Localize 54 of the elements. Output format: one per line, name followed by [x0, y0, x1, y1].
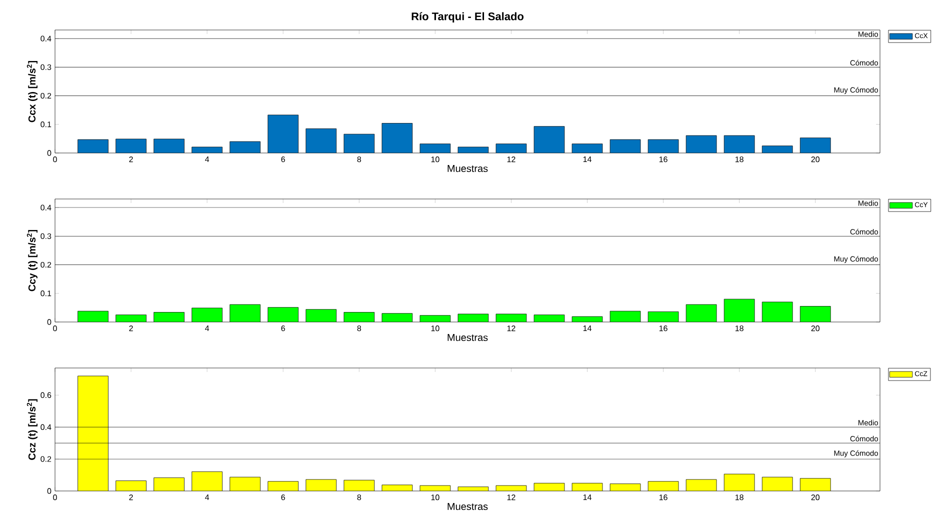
x-tick-label: 20: [811, 326, 820, 332]
y-tick-label: 0.4: [40, 36, 52, 42]
x-tick-label: 10: [431, 494, 440, 500]
x-tick-label: 8: [357, 156, 362, 162]
y-axis-title: Ccx (t) [m/s$^{2}$]: [26, 60, 38, 122]
x-tick-label: 10: [431, 156, 440, 162]
x-tick-label: 18: [735, 326, 744, 332]
x-tick-label: 16: [659, 156, 668, 162]
y-tick-label: 0.1: [40, 122, 52, 128]
x-axis-title: Muestras: [448, 334, 488, 342]
y-tick-label: 0: [47, 488, 52, 494]
x-tick-label: 6: [281, 326, 285, 332]
x-tick-label: 12: [507, 326, 516, 332]
x-tick-label: 18: [735, 156, 744, 162]
x-tick-label: 16: [659, 326, 668, 332]
x-tick-label: 8: [357, 326, 362, 332]
x-tick-label: 0: [53, 494, 57, 500]
x-tick-label: 8: [357, 494, 362, 500]
y-tick-label: 0.2: [40, 262, 52, 268]
y-tick-label: 0.4: [40, 204, 52, 210]
y-tick-label: 0.6: [40, 392, 52, 398]
y-tick-label: 0: [47, 150, 52, 156]
y-tick-label: 0.3: [40, 64, 52, 70]
y-tick-label: 0.1: [40, 290, 52, 296]
x-tick-label: 0: [53, 156, 57, 162]
y-tick-label: 0.2: [40, 92, 52, 99]
y-tick-label: 0: [47, 319, 52, 325]
x-tick-label: 16: [659, 494, 668, 500]
x-tick-label: 14: [583, 494, 592, 500]
x-tick-label: 4: [205, 326, 210, 332]
x-tick-label: 14: [583, 156, 592, 162]
chart-title: Río Tarqui - El Salado: [412, 12, 524, 22]
x-tick-label: 12: [507, 156, 516, 162]
x-tick-label: 6: [281, 494, 285, 500]
y-tick-label: 0.2: [40, 456, 52, 462]
x-tick-label: 4: [205, 156, 210, 162]
y-tick-label: 0.4: [40, 424, 52, 430]
y-axis-title: Ccy (t) [m/s$^{2}$]: [26, 230, 38, 292]
x-tick-label: 2: [129, 494, 133, 500]
y-tick-label: 0.3: [40, 233, 52, 240]
x-tick-label: 14: [583, 326, 592, 332]
x-tick-label: 20: [811, 156, 820, 162]
x-tick-label: 2: [129, 326, 133, 332]
x-tick-label: 10: [431, 326, 440, 332]
x-tick-label: 2: [129, 156, 133, 162]
y-axis-title: Ccz (t) [m/s$^{2}$]: [26, 399, 38, 460]
x-axis-title: Muestras: [448, 503, 488, 510]
x-tick-label: 20: [811, 494, 820, 500]
x-tick-label: 18: [735, 494, 744, 500]
x-tick-label: 0: [53, 326, 57, 332]
x-tick-label: 6: [281, 156, 285, 162]
x-tick-label: 12: [507, 494, 516, 500]
x-tick-label: 4: [205, 494, 210, 500]
x-axis-title: Muestras: [448, 165, 488, 172]
